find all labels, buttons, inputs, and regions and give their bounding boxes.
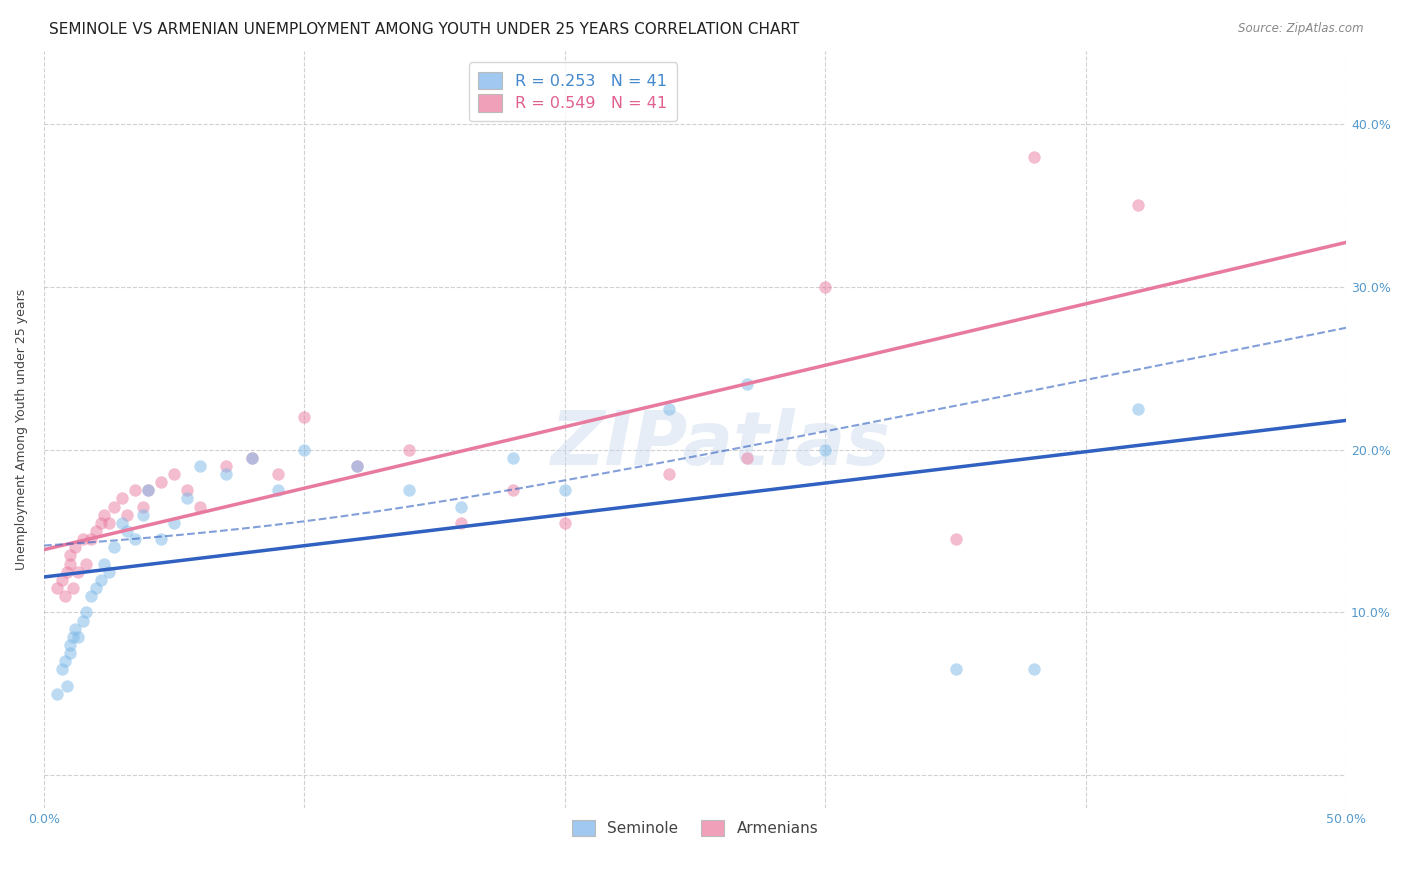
Point [294,442,316,457]
Point [72,532,94,546]
Point [176,483,198,498]
Point [346,458,368,473]
Point [1126,401,1149,416]
Point [111,516,134,530]
Point [75,557,97,571]
Point [53,589,76,603]
Point [554,516,576,530]
Point [111,491,134,506]
Point [66,630,89,644]
Point [176,491,198,506]
Point [90,573,112,587]
Point [398,442,420,457]
Point [124,483,146,498]
Point [90,516,112,530]
Point [658,401,681,416]
Point [117,508,139,522]
Point [56,565,79,579]
Point [75,606,97,620]
Point [163,516,186,530]
Point [215,458,238,473]
Point [658,467,681,481]
Point [103,541,125,555]
Point [450,516,472,530]
Point [80,589,103,603]
Point [267,483,290,498]
Point [46,581,69,595]
Y-axis label: Unemployment Among Youth under 25 years: Unemployment Among Youth under 25 years [15,289,28,570]
Point [46,687,69,701]
Point [62,630,84,644]
Text: SEMINOLE VS ARMENIAN UNEMPLOYMENT AMONG YOUTH UNDER 25 YEARS CORRELATION CHART: SEMINOLE VS ARMENIAN UNEMPLOYMENT AMONG … [49,22,800,37]
Point [240,450,263,465]
Point [150,532,173,546]
Point [93,557,115,571]
Point [132,500,155,514]
Point [136,483,159,498]
Point [103,500,125,514]
Point [65,541,87,555]
Point [267,467,290,481]
Point [62,581,84,595]
Point [502,483,524,498]
Point [1126,198,1149,212]
Point [188,500,211,514]
Point [98,516,121,530]
Point [188,458,211,473]
Point [93,508,115,522]
Point [59,557,82,571]
Point [735,377,758,392]
Text: Source: ZipAtlas.com: Source: ZipAtlas.com [1239,22,1364,36]
Point [163,467,186,481]
Point [84,581,107,595]
Point [124,532,146,546]
Point [132,508,155,522]
Point [72,614,94,628]
Point [1022,149,1045,163]
Point [398,483,420,498]
Point [814,279,837,293]
Point [84,524,107,538]
Point [240,450,263,465]
Point [56,679,79,693]
Point [554,483,576,498]
Point [1022,662,1045,676]
Point [294,409,316,424]
Point [53,654,76,668]
Point [945,532,967,546]
Point [65,622,87,636]
Point [80,532,103,546]
Point [51,573,73,587]
Point [945,662,967,676]
Point [59,638,82,652]
Point [59,646,82,660]
Point [735,450,758,465]
Point [117,524,139,538]
Point [150,475,173,490]
Point [98,565,121,579]
Point [450,500,472,514]
Point [215,467,238,481]
Legend: Seminole, Armenians: Seminole, Armenians [562,811,827,846]
Point [502,450,524,465]
Point [51,662,73,676]
Point [346,458,368,473]
Point [814,442,837,457]
Point [66,565,89,579]
Point [136,483,159,498]
Point [59,549,82,563]
Text: ZIPatlas: ZIPatlas [551,408,891,481]
